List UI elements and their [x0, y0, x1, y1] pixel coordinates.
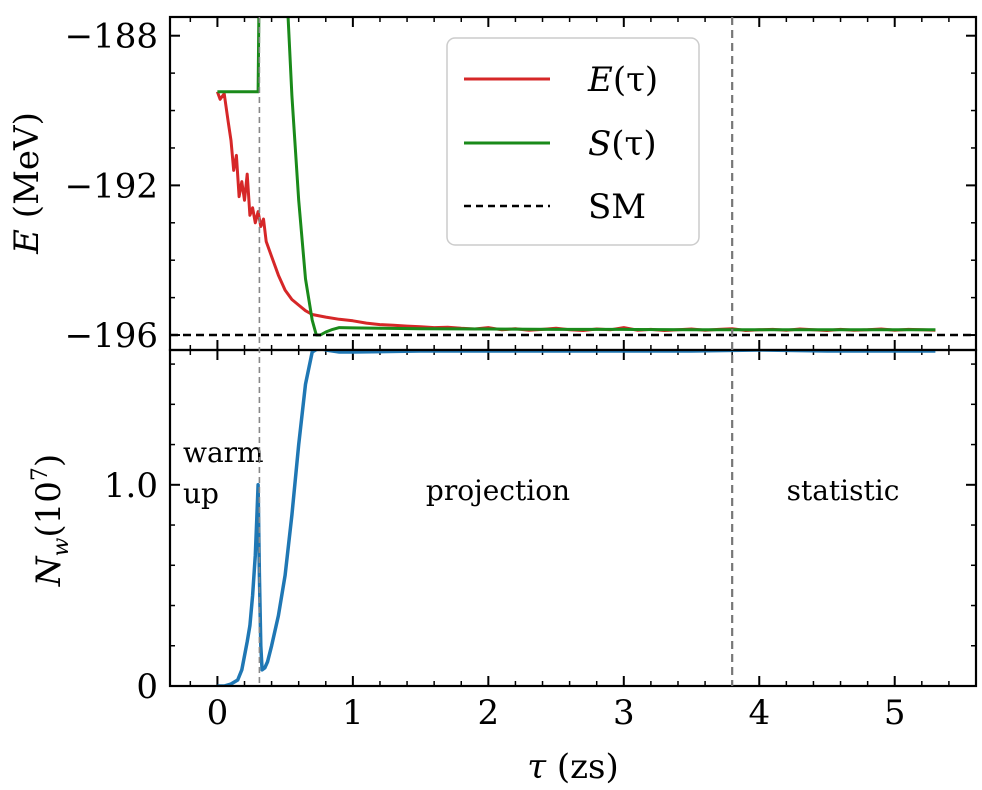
energy-y-tick-label: −196 [65, 316, 158, 356]
x-axis-label: τ (zs) [527, 747, 619, 787]
energy-panel: −188 −192 −196 E (MeV) E(τ) S(τ) SM [7, 15, 978, 356]
walker-y-tick-label: 0 [136, 667, 158, 707]
phase-dividers [258, 17, 734, 686]
energy-y-tick-label: −192 [65, 166, 158, 206]
walker-plot-area [217, 350, 936, 686]
x-tick-label: 0 [207, 693, 229, 733]
walker-y-tick-labels: 01.0 [104, 466, 158, 707]
series-line-s [217, 17, 936, 337]
walker-y-axis-label: Nw(107) [28, 454, 74, 587]
region-label-warmup-line1: warm [183, 436, 264, 469]
x-tick-label: 4 [748, 693, 770, 733]
region-label-statistic: statistic [787, 474, 900, 507]
legend-box [446, 37, 700, 246]
walker-y-tick-label: 1.0 [104, 466, 158, 506]
series-line-nw [217, 350, 936, 686]
legend-label-s: S(τ) [588, 124, 657, 164]
x-tick-label: 2 [478, 693, 500, 733]
x-tick-label: 5 [884, 693, 906, 733]
legend-label-e: E(τ) [587, 60, 658, 100]
legend: E(τ) S(τ) SM [446, 37, 700, 246]
energy-y-tick-label: −188 [65, 17, 158, 57]
region-label-warmup-line2: up [183, 477, 219, 510]
walker-panel-frame [168, 348, 978, 688]
x-tick-label: 1 [342, 693, 364, 733]
x-tick-label: 3 [613, 693, 635, 733]
energy-panel-ticks [170, 17, 976, 350]
region-label-projection: projection [426, 474, 570, 507]
energy-y-axis-label: E (MeV) [7, 112, 47, 255]
legend-label-sm: SM [588, 187, 646, 227]
energy-y-tick-labels: −188 −192 −196 [65, 17, 158, 356]
energy-plot-area [170, 17, 976, 337]
x-tick-labels: 0 1 2 3 4 5 [207, 693, 906, 733]
